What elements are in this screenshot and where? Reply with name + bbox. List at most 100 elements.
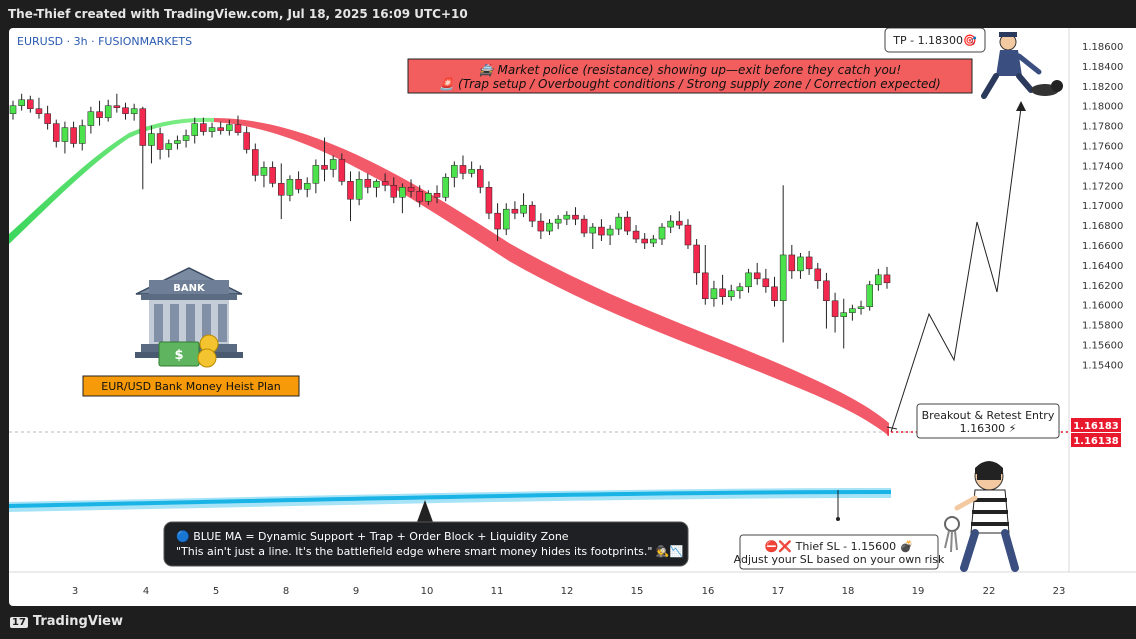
candle-bearish — [156, 133, 164, 150]
time-tick-label: 22 — [983, 586, 996, 597]
candle-bearish — [598, 226, 605, 236]
candle-bullish — [650, 238, 657, 244]
tradingview-logo[interactable]: 17 TradingView — [10, 614, 123, 629]
symbol-label[interactable]: EURUSD · 3h · FUSIONMARKETS — [17, 35, 192, 48]
candle-bullish — [546, 222, 553, 232]
time-tick-label: 12 — [561, 586, 574, 597]
price-axis[interactable]: 1.18600 1.18400 1.18200 1.18000 1.17800 1.176… — [1082, 42, 1123, 371]
candle-bearish — [122, 107, 129, 114]
candle-bearish — [883, 274, 891, 284]
candle-bullish — [182, 135, 190, 141]
blue-ma-text-line1: 🔵 BLUE MA = Dynamic Support + Trap + Ord… — [176, 530, 569, 543]
price-chart[interactable]: EURUSD · 3h · FUSIONMARKETS TP - 1.18300… — [9, 28, 1136, 606]
candle-bearish — [624, 216, 631, 232]
candle-bearish — [719, 288, 726, 297]
candle-bullish — [303, 183, 311, 190]
candle-bullish — [745, 272, 752, 288]
blue-ma-callout: 🔵 BLUE MA = Dynamic Support + Trap + Ord… — [163, 500, 689, 567]
candle-bullish — [520, 204, 527, 214]
price-tick-label: 1.18200 — [1082, 82, 1123, 93]
time-axis[interactable]: 3 4 5 8 9 10 11 12 15 16 17 18 19 22 23 — [72, 586, 1066, 597]
candle-bullish — [658, 226, 666, 240]
price-tick-label: 1.16800 — [1082, 221, 1123, 232]
candle-bearish — [321, 165, 328, 170]
price-tick-label: 1.15400 — [1082, 360, 1123, 371]
tradingview-logo-text: TradingView — [32, 614, 123, 629]
price-tick-label: 1.17400 — [1082, 161, 1123, 172]
candle-bearish — [823, 280, 830, 301]
candle-bullish — [502, 208, 510, 230]
snapshot-header: The-Thief created with TradingView.com, … — [0, 0, 1136, 28]
candle-bearish — [390, 185, 398, 198]
candle-bearish — [632, 230, 640, 240]
projection-arrow-icon — [1016, 101, 1026, 111]
candle-bearish — [416, 191, 423, 202]
candle-bullish — [312, 165, 320, 184]
candle-bearish — [35, 108, 43, 114]
candle-bullish — [615, 216, 623, 230]
candle-bearish — [814, 268, 822, 282]
price-tick-label: 1.15600 — [1082, 341, 1123, 352]
chart-frame[interactable]: EURUSD · 3h · FUSIONMARKETS TP - 1.18300… — [9, 28, 1136, 606]
time-tick-label: 17 — [772, 586, 785, 597]
candle-bearish — [200, 123, 207, 132]
tp-label: TP - 1.18300🎯 — [884, 28, 986, 53]
time-tick-label: 4 — [143, 586, 149, 597]
candle-bearish — [96, 111, 103, 118]
price-tick-label: 1.15800 — [1082, 321, 1123, 332]
candle-bearish — [580, 218, 588, 234]
time-tick-label: 11 — [491, 586, 504, 597]
time-tick-label: 16 — [702, 586, 715, 597]
price-tick-label: 1.17200 — [1082, 181, 1123, 192]
candle-bearish — [269, 167, 276, 184]
price-badge-upper-text: 1.16183 — [1073, 421, 1119, 432]
price-tick-label: 1.18600 — [1082, 42, 1123, 53]
candle-bearish — [511, 208, 519, 214]
candle-bullish — [779, 254, 787, 301]
candle-bullish — [667, 220, 674, 228]
candle-bullish — [442, 177, 449, 198]
price-tick-label: 1.16400 — [1082, 261, 1123, 272]
blue-ma-text-line2: "This ain't just a line. It's the battle… — [176, 545, 684, 558]
candle-bearish — [338, 159, 346, 182]
candle-bearish — [347, 181, 354, 200]
sl-text-line2: Adjust your SL based on your own risk — [734, 553, 945, 566]
candle-bearish — [485, 187, 493, 214]
price-tick-label: 1.17000 — [1082, 201, 1123, 212]
candle-bullish — [589, 226, 597, 234]
heist-plan-text: EUR/USD Bank Money Heist Plan — [101, 380, 281, 393]
candle-bearish — [139, 108, 147, 146]
projection-path — [890, 107, 1022, 433]
candle-bullish — [606, 228, 614, 236]
price-tick-label: 1.16200 — [1082, 281, 1123, 292]
candle-bullish — [165, 143, 173, 150]
candle-bullish — [174, 140, 181, 144]
candle-bearish — [295, 179, 302, 190]
candle-bullish — [61, 127, 69, 142]
candle-bullish — [373, 181, 380, 188]
candle-bearish — [70, 127, 77, 144]
red-moving-average — [214, 118, 889, 436]
market-police-banner: 🚔 Market police (resistance) showing up—… — [407, 58, 973, 94]
price-badge-lower-text: 1.16138 — [1073, 436, 1119, 447]
candle-bearish — [113, 105, 121, 108]
police-cartoon-icon — [981, 32, 1063, 99]
candlestick-series — [9, 93, 891, 349]
banner-line1: 🚔 Market police (resistance) showing up—… — [478, 63, 901, 77]
candle-bearish — [477, 169, 484, 188]
candle-bullish — [260, 167, 268, 176]
thief-cartoon-icon — [944, 461, 1019, 572]
candle-bearish — [459, 165, 467, 174]
candle-bullish — [849, 308, 856, 313]
candle-bearish — [572, 214, 579, 220]
bank-building-icon: BANK $ — [135, 267, 243, 368]
candle-bearish — [494, 212, 501, 230]
time-tick-label: 18 — [842, 586, 855, 597]
candle-bullish — [130, 108, 138, 114]
candle-bearish — [243, 132, 250, 150]
candle-bullish — [710, 288, 718, 299]
price-badge-upper: 1.16183 — [1071, 418, 1121, 432]
candle-bearish — [52, 123, 60, 142]
candle-bullish — [78, 125, 86, 144]
price-tick-label: 1.16000 — [1082, 301, 1123, 312]
